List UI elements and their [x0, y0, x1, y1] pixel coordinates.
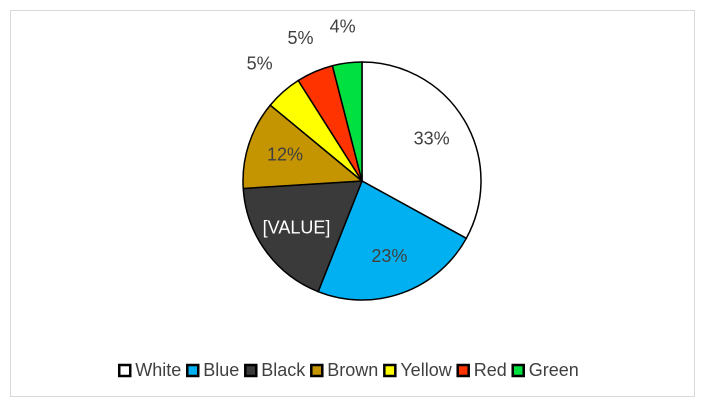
legend-swatch	[456, 363, 470, 378]
data-label: 5%	[247, 54, 273, 74]
pie-slice	[331, 61, 363, 182]
data-label: 4%	[330, 16, 356, 36]
legend-label: Yellow	[400, 360, 452, 380]
legend-swatch	[186, 363, 200, 378]
legend-swatch	[310, 363, 324, 378]
legend-swatch	[511, 363, 525, 378]
pie-slice	[242, 104, 364, 190]
legend-label: White	[135, 360, 181, 380]
data-label: 33%	[414, 129, 450, 149]
data-label: [VALUE]	[263, 217, 331, 237]
legend-label: Black	[261, 360, 306, 380]
legend-swatch	[383, 363, 397, 378]
legend-label: Blue	[203, 360, 239, 380]
data-label: 5%	[288, 28, 314, 48]
legend-label: Red	[474, 360, 507, 380]
legend-swatch	[244, 363, 258, 378]
data-label: 12%	[267, 145, 303, 165]
pie-slice	[317, 179, 468, 301]
data-label: 23%	[371, 246, 407, 266]
legend-label: Brown	[327, 360, 378, 380]
pie-slice	[242, 180, 364, 293]
legend-swatch	[117, 363, 132, 378]
legend-label: Green	[529, 360, 579, 380]
pie-slice	[361, 61, 482, 240]
